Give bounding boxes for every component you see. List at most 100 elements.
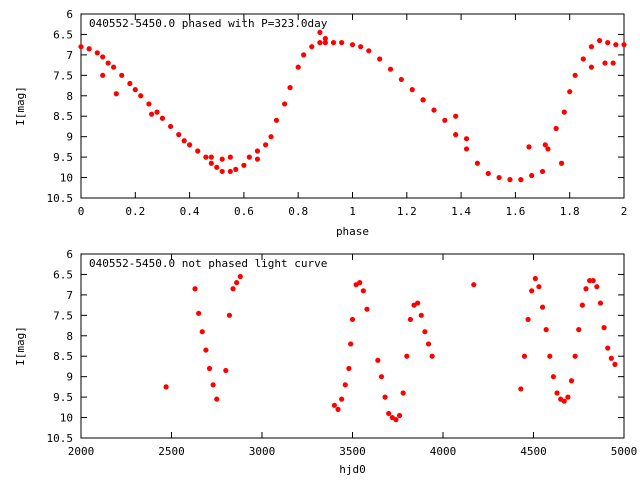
data-point — [360, 288, 366, 294]
data-point — [203, 154, 209, 160]
data-point — [148, 111, 155, 117]
data-point — [331, 402, 337, 408]
data-point — [176, 132, 182, 138]
data-point — [612, 361, 618, 367]
data-point — [86, 46, 92, 52]
x-tick-label: 0.2 — [125, 205, 145, 218]
data-point — [532, 275, 538, 282]
data-point — [208, 154, 214, 160]
data-point — [539, 304, 546, 310]
data-point — [146, 101, 152, 107]
data-point — [192, 286, 198, 292]
data-point — [580, 56, 586, 62]
data-point — [219, 168, 225, 175]
x-tick-label: 0.8 — [288, 205, 308, 218]
y-tick-label: 7 — [66, 49, 73, 62]
data-point — [521, 353, 528, 359]
data-point — [241, 162, 247, 168]
data-point — [366, 48, 372, 54]
data-point — [485, 170, 491, 177]
data-point — [543, 327, 549, 333]
data-point — [550, 374, 557, 380]
y-tick-label: 8 — [66, 90, 73, 103]
data-point — [342, 382, 348, 388]
data-point — [163, 384, 169, 390]
data-point — [358, 44, 364, 50]
data-point — [576, 327, 582, 333]
y-tick-label: 6.5 — [53, 28, 73, 41]
plot-frame — [80, 253, 625, 439]
data-point — [594, 284, 600, 290]
data-point — [227, 168, 233, 175]
data-point — [223, 367, 229, 374]
data-point — [418, 312, 424, 318]
data-point — [463, 146, 470, 152]
data-point — [471, 282, 477, 288]
data-point — [463, 136, 470, 142]
y-tick-label: 8.5 — [53, 110, 73, 123]
x-tick-label: 2 — [621, 205, 628, 218]
data-point — [429, 353, 435, 359]
data-point — [558, 160, 565, 166]
x-tick-label: 1.2 — [397, 205, 417, 218]
data-point — [322, 40, 328, 46]
plot-1: 0 0.2 0.4 0.6 0.8 1 1.2 1.4 1.6 1.8 2 6 6.5 7 7.5 8 8.5 9… — [14, 8, 627, 238]
data-point — [547, 353, 553, 359]
data-point — [579, 302, 585, 308]
data-point — [203, 347, 209, 353]
data-point — [404, 353, 410, 359]
data-point — [431, 107, 437, 113]
data-point — [525, 316, 531, 323]
data-point — [187, 142, 193, 148]
data-point — [132, 87, 138, 93]
data-point — [119, 72, 125, 78]
data-point — [219, 156, 225, 162]
x-tick-label: 2500 — [158, 445, 185, 458]
data-point — [377, 56, 383, 62]
data-point — [349, 316, 356, 323]
data-point — [415, 300, 421, 306]
x-tick-label: 1 — [349, 205, 356, 218]
x-tick-label: 1.4 — [451, 205, 471, 218]
x-axis-label: phase — [336, 225, 369, 238]
y-tick-label: 9.5 — [53, 391, 73, 404]
data-point — [159, 115, 166, 121]
data-point — [287, 85, 293, 91]
x-tick-label: 4500 — [520, 445, 547, 458]
data-point — [254, 148, 261, 154]
data-point — [127, 80, 133, 87]
y-axis-label: I[mag] — [14, 86, 27, 126]
data-point — [420, 97, 426, 103]
y-tick-label: 7 — [66, 289, 73, 302]
data-point — [234, 280, 240, 286]
data-point — [572, 72, 578, 78]
data-point — [453, 113, 459, 119]
data-point — [387, 66, 394, 72]
y-tick-label: 9.5 — [53, 151, 73, 164]
data-point — [596, 37, 603, 44]
y-tick-label: 10.5 — [47, 432, 74, 445]
x-tick-label: 5000 — [611, 445, 638, 458]
data-point — [567, 89, 573, 95]
data-point — [317, 29, 323, 35]
data-point — [346, 365, 352, 372]
data-point — [602, 60, 608, 66]
data-point — [181, 138, 187, 144]
data-point — [195, 148, 201, 154]
plot-2: 2000 2500 3000 3500 4000 4500 5000 6 6.5 7 7.5 8 8.5… — [14, 248, 637, 476]
y-tick-label: 8.5 — [53, 350, 73, 363]
data-point — [246, 154, 252, 160]
data-point — [226, 312, 233, 318]
data-point — [518, 177, 524, 183]
data-point — [199, 329, 205, 335]
data-point — [382, 394, 388, 400]
data-point — [210, 382, 216, 388]
data-point — [214, 164, 220, 170]
data-point — [561, 398, 567, 404]
data-point — [206, 365, 213, 372]
y-tick-label: 7.5 — [53, 309, 73, 322]
y-tick-label: 8 — [66, 330, 73, 343]
data-point — [496, 174, 502, 181]
data-point — [233, 166, 239, 172]
